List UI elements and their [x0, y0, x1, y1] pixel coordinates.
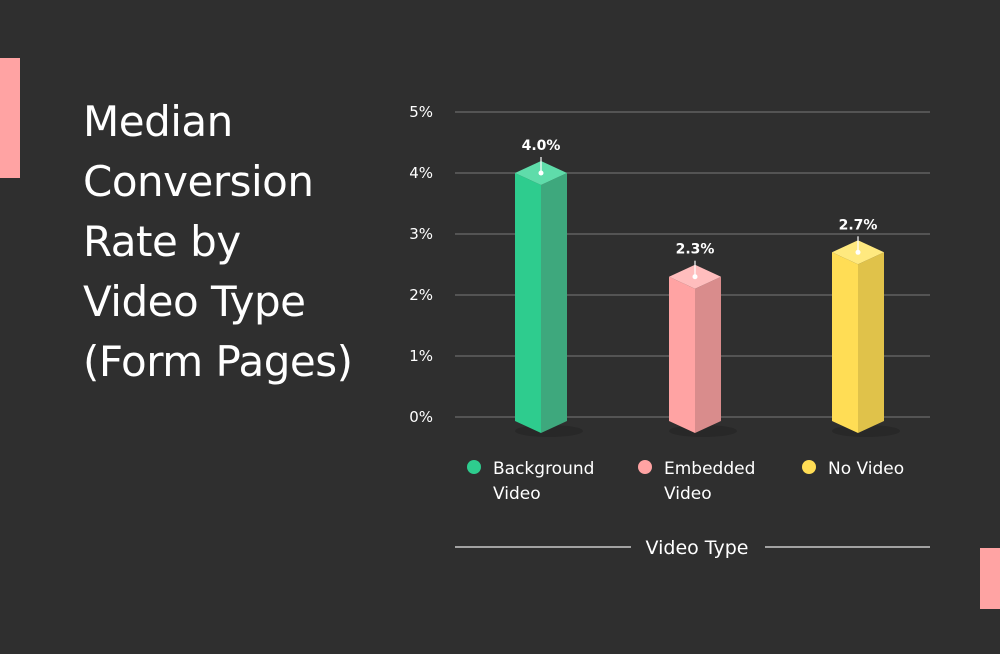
legend: Background Video Embedded Video No Video: [467, 459, 904, 504]
bar-side-face: [858, 252, 884, 433]
legend-label: Video: [493, 484, 541, 504]
y-tick-label: 0%: [409, 408, 433, 426]
legend-item: Embedded Video: [638, 459, 755, 504]
title-line: Conversion: [83, 157, 314, 206]
data-label-dot: [855, 249, 861, 255]
legend-item: Background Video: [467, 459, 594, 504]
data-label: 4.0%: [522, 138, 561, 154]
title-line: Rate by: [83, 217, 241, 266]
bar: 4.0%: [515, 138, 583, 437]
bar-front-face: [832, 252, 858, 433]
data-label: 2.7%: [839, 217, 878, 233]
data-label-dot: [538, 170, 544, 176]
bar: 2.7%: [832, 217, 900, 437]
y-tick-label: 4%: [409, 164, 433, 182]
title-line: Median: [83, 97, 233, 146]
bar: 2.3%: [669, 242, 737, 437]
accent-bar-right: [980, 548, 1000, 609]
y-tick-label: 1%: [409, 347, 433, 365]
legend-item: No Video: [802, 459, 904, 479]
y-tick-label: 2%: [409, 286, 433, 304]
legend-swatch: [802, 460, 816, 474]
title-line: (Form Pages): [83, 337, 353, 386]
legend-label: Embedded: [664, 459, 755, 479]
data-label: 2.3%: [676, 242, 715, 258]
legend-swatch: [467, 460, 481, 474]
title-line: Video Type: [83, 277, 306, 326]
legend-label: Background: [493, 459, 594, 479]
bar-side-face: [695, 276, 721, 433]
bar-front-face: [515, 173, 541, 433]
chart-title: Median Conversion Rate by Video Type (Fo…: [83, 92, 383, 392]
legend-swatch: [638, 460, 652, 474]
y-tick-label: 3%: [409, 225, 433, 243]
bars: 4.0% 2.3% 2.7%: [515, 138, 900, 437]
legend-label: Video: [664, 484, 712, 504]
y-tick-label: 5%: [409, 103, 433, 121]
accent-bar-left: [0, 58, 20, 178]
legend-label: No Video: [828, 459, 904, 479]
bar-side-face: [541, 173, 567, 433]
bar-front-face: [669, 276, 695, 433]
y-axis-ticks: 0% 1% 2% 3% 4% 5%: [409, 103, 433, 426]
x-axis-title-group: Video Type: [455, 537, 930, 559]
x-axis-title: Video Type: [646, 537, 749, 559]
data-label-dot: [692, 274, 698, 280]
